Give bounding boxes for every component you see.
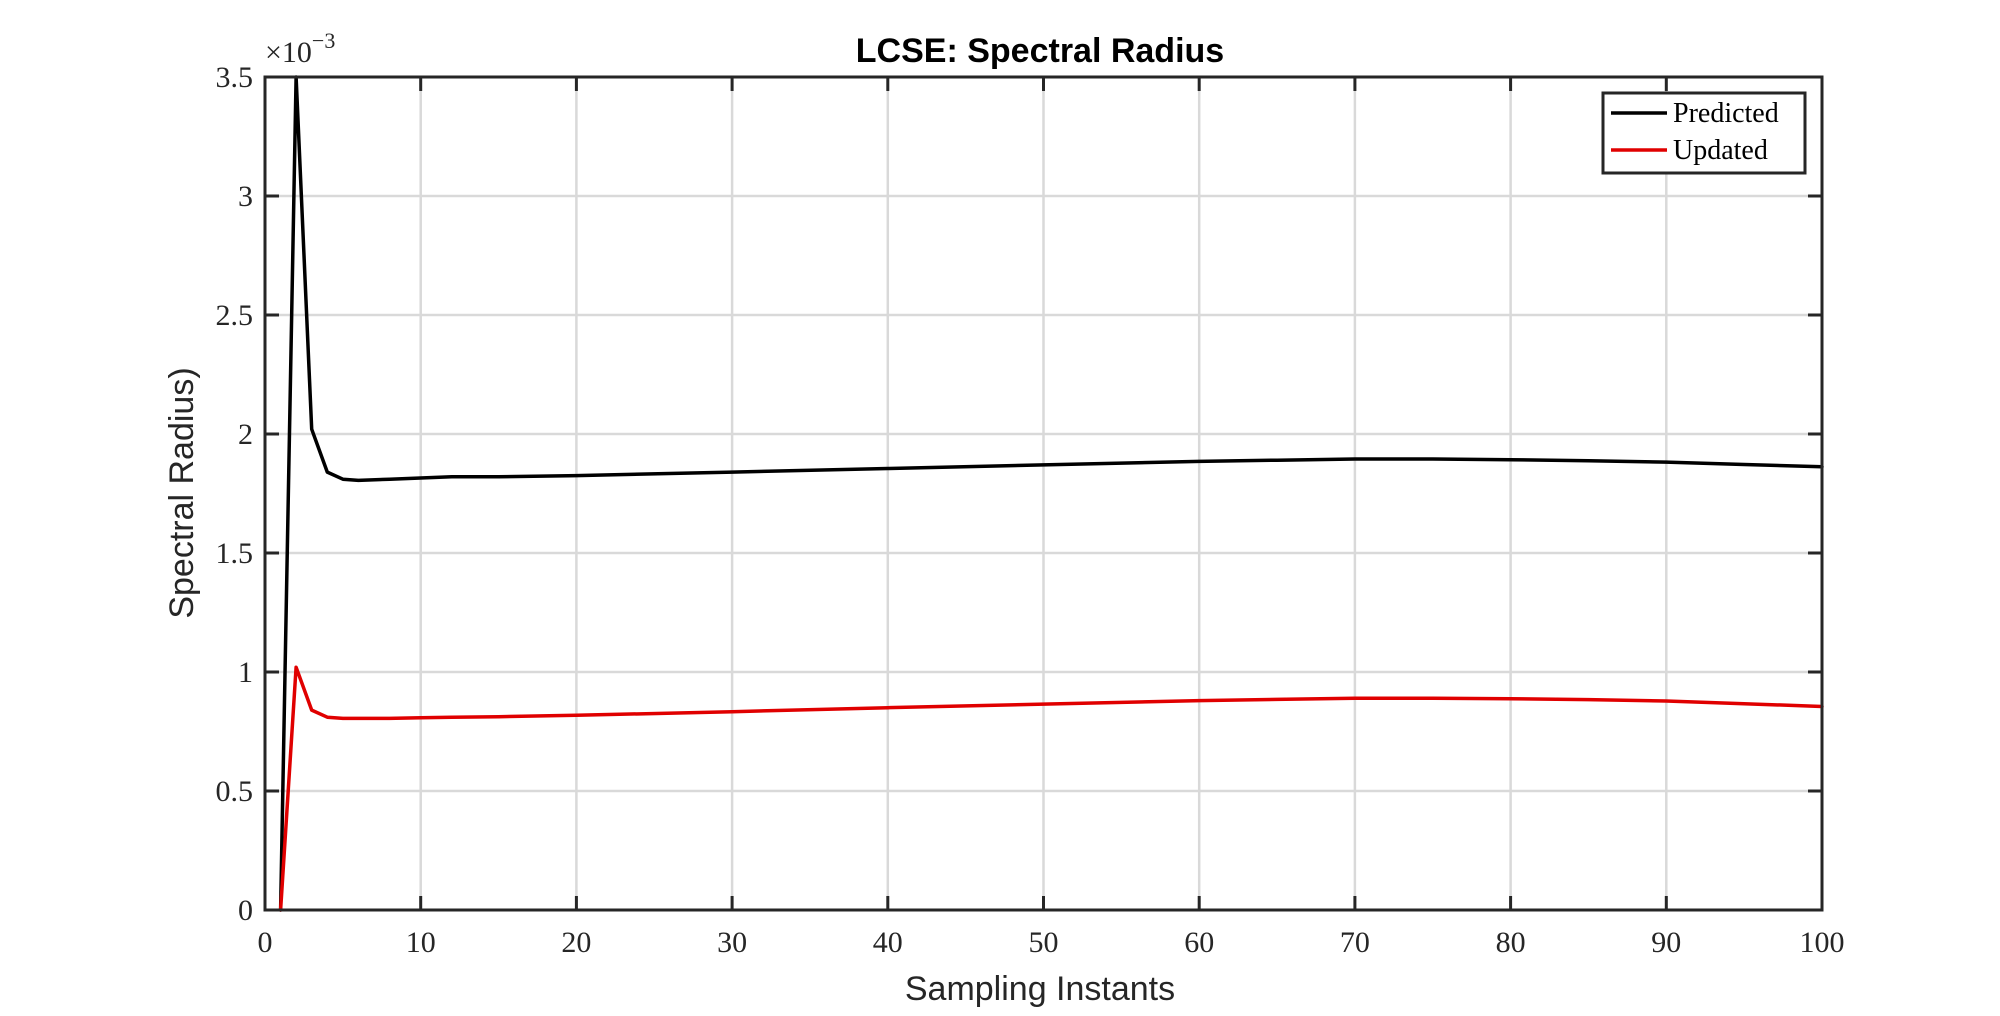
chart-title: LCSE: Spectral Radius xyxy=(856,32,1224,70)
x-tick-label: 40 xyxy=(873,926,903,959)
y-tick-label: 2 xyxy=(238,418,253,451)
y-tick-label: 2.5 xyxy=(216,299,254,332)
y-tick-label: 1.5 xyxy=(216,537,254,570)
x-tick-label: 100 xyxy=(1800,926,1845,959)
x-tick-label: 0 xyxy=(258,926,273,959)
plot-frame xyxy=(263,75,1824,912)
data-lines xyxy=(278,75,1824,912)
grid-lines xyxy=(265,77,1822,910)
x-tick-label: 60 xyxy=(1184,926,1214,959)
y-tick-label: 1 xyxy=(238,656,253,689)
multiplier-exponent: −3 xyxy=(312,28,335,53)
y-axis-multiplier: ×10−3 xyxy=(265,28,335,69)
legend: Predicted Updated xyxy=(1601,91,1807,175)
multiplier-base: ×10 xyxy=(265,36,312,69)
x-tick-label: 20 xyxy=(561,926,591,959)
x-tick-label: 70 xyxy=(1340,926,1370,959)
y-tick-label: 0.5 xyxy=(216,775,254,808)
svg-text:×10−3: ×10−3 xyxy=(265,28,335,69)
y-tick-label: 3 xyxy=(238,180,253,213)
x-tick-label: 80 xyxy=(1496,926,1526,959)
x-tick-label: 50 xyxy=(1029,926,1059,959)
x-tick-label: 30 xyxy=(717,926,747,959)
x-tick-label: 10 xyxy=(406,926,436,959)
tick-labels: 0 10 20 30 40 50 60 70 80 90 100 0 0.5 1 1.5 2 2.5 3 3.5 xyxy=(216,61,1845,959)
y-tick-label: 0 xyxy=(238,894,253,927)
legend-box xyxy=(1601,91,1807,175)
series-line-predicted xyxy=(278,75,1824,912)
y-tick-label: 3.5 xyxy=(216,61,254,94)
y-axis-label: Spectral Radius) xyxy=(163,367,201,618)
legend-label-updated: Updated xyxy=(1673,135,1768,166)
legend-label-predicted: Predicted xyxy=(1673,98,1779,129)
x-tick-label: 90 xyxy=(1651,926,1681,959)
series-line-updated xyxy=(278,665,1824,912)
x-axis-label: Sampling Instants xyxy=(905,970,1175,1008)
